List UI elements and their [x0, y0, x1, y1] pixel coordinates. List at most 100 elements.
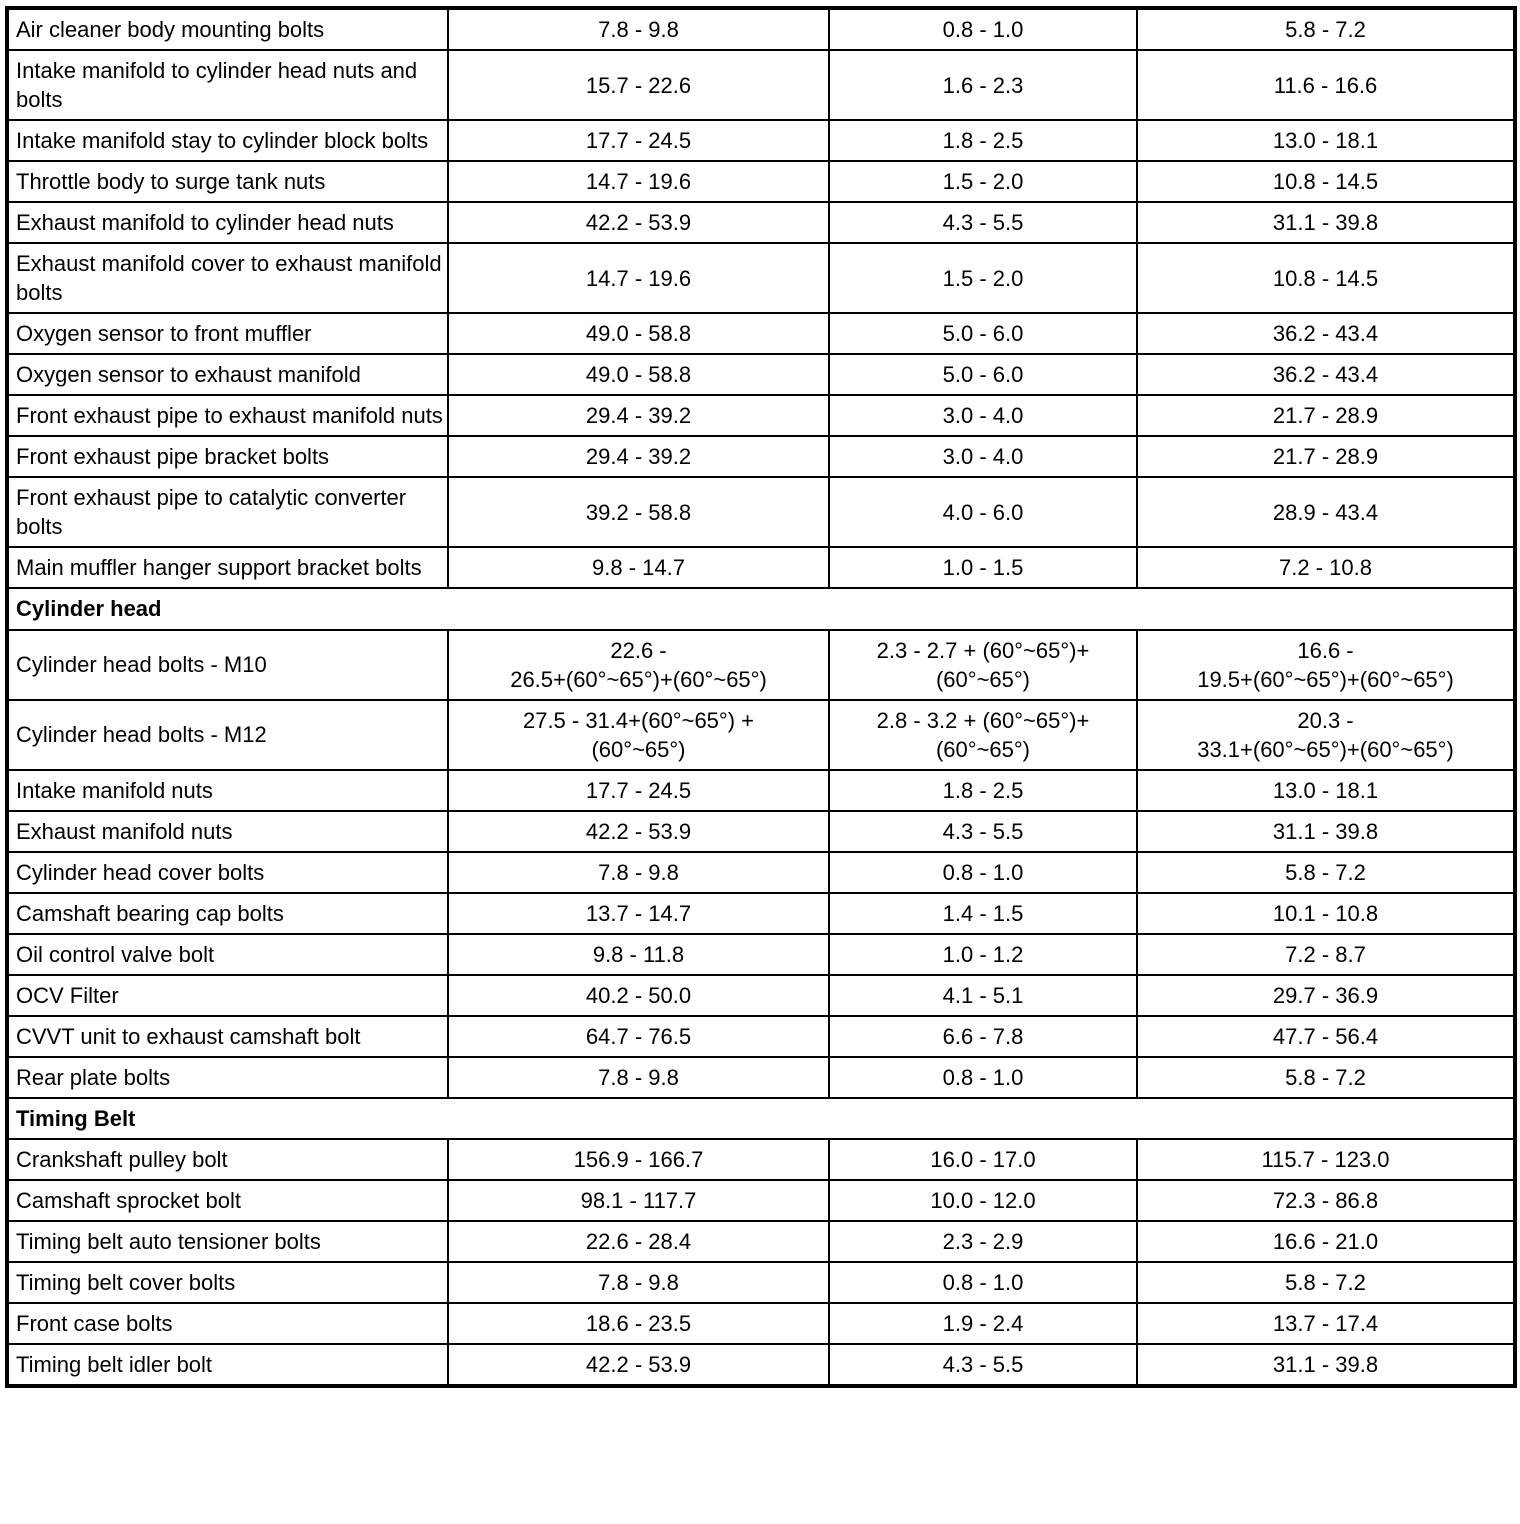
torque-value-cell: 16.6 - 21.0	[1136, 1219, 1516, 1264]
torque-value-cell: 1.8 - 2.5	[828, 768, 1138, 812]
table-row: Cylinder head cover bolts 7.8 - 9.8 0.8 - …	[6, 850, 1516, 894]
torque-value-cell: 1.9 - 2.4	[828, 1302, 1138, 1346]
item-name-cell: OCV Filter	[6, 973, 449, 1017]
torque-value-cell: 9.8 - 11.8	[447, 932, 830, 976]
torque-value-cell: 1.0 - 1.5	[828, 546, 1138, 590]
table-row: Timing belt auto tensioner bolts 22.6 - 2…	[6, 1219, 1516, 1264]
item-name-cell: Timing belt auto tensioner bolts	[6, 1219, 449, 1264]
torque-value-cell: 13.0 - 18.1	[1136, 119, 1516, 163]
torque-value-cell: 21.7 - 28.9	[1136, 394, 1516, 438]
torque-value-cell: 3.0 - 4.0	[828, 435, 1138, 479]
torque-value-cell: 17.7 - 24.5	[447, 119, 830, 163]
torque-value-cell: 2.3 - 2.9	[828, 1219, 1138, 1264]
item-name-cell: Front case bolts	[6, 1302, 449, 1346]
torque-value-cell: 27.5 - 31.4+(60°~65°) + (60°~65°)	[447, 698, 830, 771]
item-name-cell: Cylinder head bolts - M10	[6, 628, 449, 701]
table-row: Cylinder head bolts - M10 22.6 - 26.5+(60…	[6, 628, 1516, 701]
torque-value-cell: 9.8 - 14.7	[447, 546, 830, 590]
torque-value-cell: 16.0 - 17.0	[828, 1137, 1138, 1181]
item-name-cell: Intake manifold to cylinder head nuts an…	[6, 49, 449, 122]
torque-value-cell: 4.0 - 6.0	[828, 476, 1138, 549]
torque-value-cell: 4.3 - 5.5	[828, 201, 1138, 245]
torque-value-cell: 7.8 - 9.8	[447, 1260, 830, 1305]
torque-value-cell: 6.6 - 7.8	[828, 1014, 1138, 1058]
item-name-cell: Front exhaust pipe to catalytic converte…	[6, 476, 449, 549]
torque-value-cell: 4.3 - 5.5	[828, 809, 1138, 853]
item-name-cell: Rear plate bolts	[6, 1055, 449, 1099]
torque-value-cell: 115.7 - 123.0	[1136, 1137, 1516, 1181]
torque-value-cell: 40.2 - 50.0	[447, 973, 830, 1017]
torque-value-cell: 42.2 - 53.9	[447, 809, 830, 853]
table-row: Front exhaust pipe bracket bolts 29.4 - 3…	[6, 435, 1516, 479]
torque-value-cell: 13.7 - 14.7	[447, 891, 830, 935]
torque-value-cell: 156.9 - 166.7	[447, 1137, 830, 1181]
section-header-row: Cylinder head	[6, 587, 1516, 631]
table-row: Exhaust manifold nuts 42.2 - 53.9 4.3 - 5.…	[6, 809, 1516, 853]
torque-value-cell: 10.1 - 10.8	[1136, 891, 1516, 935]
table-row: Oxygen sensor to exhaust manifold 49.0 - …	[6, 353, 1516, 397]
torque-value-cell: 7.8 - 9.8	[447, 6, 830, 52]
table-row: Front case bolts 18.6 - 23.5 1.9 - 2.4 13.7…	[6, 1302, 1516, 1346]
item-name-cell: Intake manifold stay to cylinder block b…	[6, 119, 449, 163]
item-name-cell: Cylinder head bolts - M12	[6, 698, 449, 771]
torque-value-cell: 10.8 - 14.5	[1136, 242, 1516, 315]
torque-value-cell: 18.6 - 23.5	[447, 1302, 830, 1346]
torque-value-cell: 29.4 - 39.2	[447, 394, 830, 438]
item-name-cell: Oxygen sensor to front muffler	[6, 312, 449, 356]
torque-value-cell: 28.9 - 43.4	[1136, 476, 1516, 549]
item-name-cell: Oxygen sensor to exhaust manifold	[6, 353, 449, 397]
torque-value-cell: 5.0 - 6.0	[828, 353, 1138, 397]
item-name-cell: Camshaft sprocket bolt	[6, 1178, 449, 1222]
torque-value-cell: 98.1 - 117.7	[447, 1178, 830, 1222]
item-name-cell: Exhaust manifold to cylinder head nuts	[6, 201, 449, 245]
torque-value-cell: 14.7 - 19.6	[447, 242, 830, 315]
torque-value-cell: 0.8 - 1.0	[828, 6, 1138, 52]
table-row: Exhaust manifold to cylinder head nuts 42…	[6, 201, 1516, 245]
torque-value-cell: 49.0 - 58.8	[447, 353, 830, 397]
table-row: Rear plate bolts 7.8 - 9.8 0.8 - 1.0 5.8 - …	[6, 1055, 1516, 1099]
torque-value-cell: 21.7 - 28.9	[1136, 435, 1516, 479]
table-row: Intake manifold nuts 17.7 - 24.5 1.8 - 2.5…	[6, 768, 1516, 812]
torque-spec-table-body: Air cleaner body mounting bolts 7.8 - 9.8…	[6, 6, 1516, 1388]
torque-value-cell: 22.6 - 28.4	[447, 1219, 830, 1264]
torque-value-cell: 31.1 - 39.8	[1136, 1343, 1516, 1388]
item-name-cell: Air cleaner body mounting bolts	[6, 6, 449, 52]
torque-value-cell: 4.3 - 5.5	[828, 1343, 1138, 1388]
item-name-cell: Cylinder head cover bolts	[6, 850, 449, 894]
torque-value-cell: 17.7 - 24.5	[447, 768, 830, 812]
torque-value-cell: 16.6 - 19.5+(60°~65°)+(60°~65°)	[1136, 628, 1516, 701]
torque-value-cell: 2.8 - 3.2 + (60°~65°)+ (60°~65°)	[828, 698, 1138, 771]
torque-value-cell: 7.8 - 9.8	[447, 850, 830, 894]
table-row: Front exhaust pipe to catalytic converte…	[6, 476, 1516, 549]
torque-value-cell: 5.8 - 7.2	[1136, 6, 1516, 52]
torque-value-cell: 7.8 - 9.8	[447, 1055, 830, 1099]
torque-value-cell: 36.2 - 43.4	[1136, 312, 1516, 356]
torque-value-cell: 5.0 - 6.0	[828, 312, 1138, 356]
torque-value-cell: 2.3 - 2.7 + (60°~65°)+ (60°~65°)	[828, 628, 1138, 701]
torque-value-cell: 36.2 - 43.4	[1136, 353, 1516, 397]
table-row: OCV Filter 40.2 - 50.0 4.1 - 5.1 29.7 - 36.…	[6, 973, 1516, 1017]
item-name-cell: Main muffler hanger support bracket bolt…	[6, 546, 449, 590]
table-row: CVVT unit to exhaust camshaft bolt 64.7 -…	[6, 1014, 1516, 1058]
table-row: Camshaft bearing cap bolts 13.7 - 14.7 1.4…	[6, 891, 1516, 935]
torque-value-cell: 49.0 - 58.8	[447, 312, 830, 356]
table-row: Intake manifold stay to cylinder block b…	[6, 119, 1516, 163]
table-row: Throttle body to surge tank nuts 14.7 - 1…	[6, 160, 1516, 204]
torque-value-cell: 1.0 - 1.2	[828, 932, 1138, 976]
table-row: Cylinder head bolts - M12 27.5 - 31.4+(60…	[6, 698, 1516, 771]
item-name-cell: Exhaust manifold cover to exhaust manifo…	[6, 242, 449, 315]
item-name-cell: Timing belt cover bolts	[6, 1260, 449, 1305]
section-header-row: Timing Belt	[6, 1096, 1516, 1140]
table-row: Timing belt idler bolt 42.2 - 53.9 4.3 - 5…	[6, 1343, 1516, 1388]
torque-value-cell: 13.7 - 17.4	[1136, 1302, 1516, 1346]
torque-value-cell: 7.2 - 10.8	[1136, 546, 1516, 590]
item-name-cell: Front exhaust pipe bracket bolts	[6, 435, 449, 479]
torque-value-cell: 22.6 - 26.5+(60°~65°)+(60°~65°)	[447, 628, 830, 701]
item-name-cell: Timing belt idler bolt	[6, 1343, 449, 1388]
torque-value-cell: 5.8 - 7.2	[1136, 1055, 1516, 1099]
table-row: Oxygen sensor to front muffler 49.0 - 58.…	[6, 312, 1516, 356]
table-row: Main muffler hanger support bracket bolt…	[6, 546, 1516, 590]
torque-value-cell: 0.8 - 1.0	[828, 1055, 1138, 1099]
torque-value-cell: 13.0 - 18.1	[1136, 768, 1516, 812]
torque-value-cell: 1.8 - 2.5	[828, 119, 1138, 163]
